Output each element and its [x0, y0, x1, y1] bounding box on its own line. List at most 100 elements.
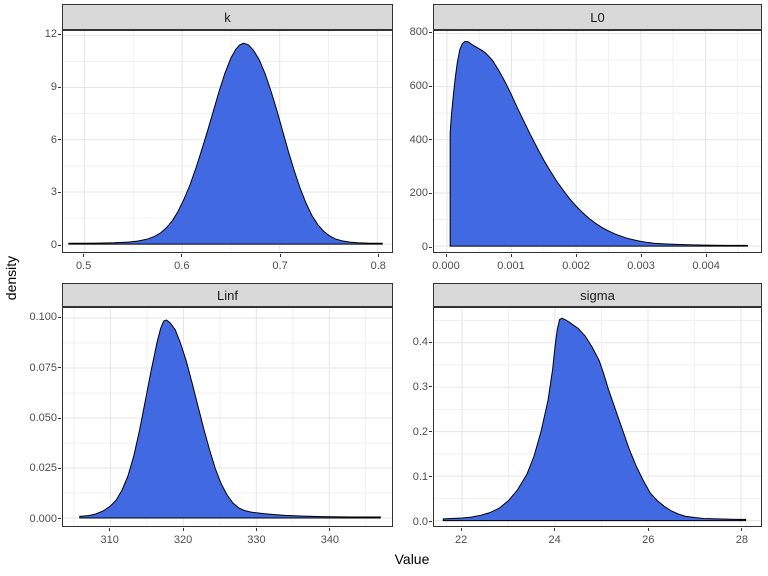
y-tick-label: 0.025: [29, 462, 57, 475]
y-tick-label: 6: [50, 133, 57, 146]
y-tick-label: 800: [409, 26, 428, 39]
x-tick-mark: [460, 528, 462, 531]
y-tick-mark: [429, 431, 432, 433]
y-tick-label: 0: [421, 241, 428, 254]
x-tick-mark: [640, 254, 642, 257]
y-tick-label: 0.3: [412, 380, 428, 393]
x-tick-label: 340: [320, 534, 340, 546]
y-tick-mark: [429, 192, 432, 194]
y-tick-label: 0.4: [412, 336, 428, 349]
x-tick-mark: [705, 254, 707, 257]
y-tick-mark: [58, 417, 61, 419]
x-tick-mark: [83, 254, 85, 257]
y-tick-label: 200: [409, 187, 428, 200]
density-plot-svg: [63, 308, 392, 526]
x-tick-label: 24: [548, 534, 561, 546]
x-tick-mark: [182, 528, 184, 531]
y-tick-label: 0.100: [29, 311, 57, 324]
density-area: [442, 317, 747, 522]
facet-title-sigma: sigma: [580, 287, 615, 303]
x-tick-mark: [109, 528, 111, 531]
y-axis-title: density: [3, 255, 19, 301]
x-tick-label: 26: [642, 534, 655, 546]
facet-title-l0: L0: [590, 9, 605, 25]
y-tick-mark: [429, 246, 432, 248]
x-tick-label: 0.001: [497, 260, 525, 272]
y-tick-label: 0.2: [412, 425, 428, 438]
x-tick-mark: [377, 254, 379, 257]
y-tick-mark: [429, 476, 432, 478]
x-tick-mark: [510, 254, 512, 257]
density-plot-svg: [434, 31, 761, 252]
y-tick-label: 0.050: [29, 412, 57, 424]
density-plot-svg: [63, 31, 392, 252]
density-plot-svg: [434, 308, 761, 526]
facet-strip-k: k: [62, 4, 393, 30]
x-tick-label: 330: [247, 534, 266, 546]
y-tick-mark: [58, 316, 61, 318]
y-tick-mark: [429, 85, 432, 87]
x-tick-label: 0.5: [75, 260, 92, 272]
y-tick-label: 3: [50, 186, 57, 199]
facet-panel-sigma: [433, 307, 762, 527]
x-tick-label: 22: [454, 534, 468, 546]
y-tick-mark: [429, 386, 432, 388]
x-tick-label: 310: [100, 534, 119, 546]
y-tick-mark: [58, 518, 61, 520]
x-tick-mark: [329, 528, 331, 531]
x-tick-mark: [445, 254, 447, 257]
y-tick-mark: [429, 139, 432, 141]
x-tick-label: 320: [173, 534, 193, 546]
facet-panel-l0: [433, 30, 762, 253]
density-area: [449, 40, 748, 247]
y-tick-label: 0.0: [412, 515, 428, 528]
y-tick-label: 12: [44, 28, 57, 41]
facet-panel-linf: [62, 307, 393, 527]
x-tick-mark: [575, 254, 577, 257]
y-tick-label: 0: [50, 239, 57, 252]
y-tick-mark: [58, 467, 61, 469]
y-tick-mark: [429, 341, 432, 343]
facet-title-k: k: [224, 9, 231, 25]
x-tick-mark: [647, 528, 649, 531]
y-tick-label: 0.075: [29, 361, 57, 374]
x-tick-label: 28: [735, 534, 748, 546]
x-axis-title: Value: [394, 551, 430, 567]
density-area: [79, 319, 381, 519]
facet-panel-k: [62, 30, 393, 253]
y-tick-mark: [58, 244, 61, 246]
x-tick-label: 0.004: [692, 260, 720, 272]
y-tick-mark: [58, 86, 61, 88]
y-tick-mark: [58, 367, 61, 369]
y-tick-mark: [58, 33, 61, 35]
density-area: [68, 42, 383, 245]
facet-strip-l0: L0: [433, 4, 762, 30]
x-tick-label: 0.002: [562, 260, 590, 272]
x-tick-mark: [741, 528, 743, 531]
y-tick-label: 600: [409, 80, 428, 93]
x-tick-label: 0.6: [174, 260, 190, 272]
x-tick-mark: [554, 528, 556, 531]
y-tick-label: 0.000: [29, 512, 57, 525]
x-tick-label: 0.7: [272, 260, 288, 272]
y-tick-label: 400: [409, 133, 428, 146]
y-tick-mark: [58, 139, 61, 141]
facet-strip-sigma: sigma: [433, 283, 762, 307]
y-tick-label: 0.1: [412, 470, 428, 483]
y-tick-mark: [429, 521, 432, 523]
x-tick-label: 0.003: [627, 260, 655, 272]
facet-title-linf: Linf: [217, 287, 238, 303]
y-tick-mark: [58, 191, 61, 193]
x-tick-mark: [181, 254, 183, 257]
x-tick-mark: [279, 254, 281, 257]
y-tick-mark: [429, 31, 432, 33]
y-tick-label: 9: [50, 81, 57, 94]
x-tick-mark: [255, 528, 257, 531]
x-tick-label: 0.8: [370, 260, 386, 272]
x-tick-label: 0.000: [432, 260, 460, 272]
